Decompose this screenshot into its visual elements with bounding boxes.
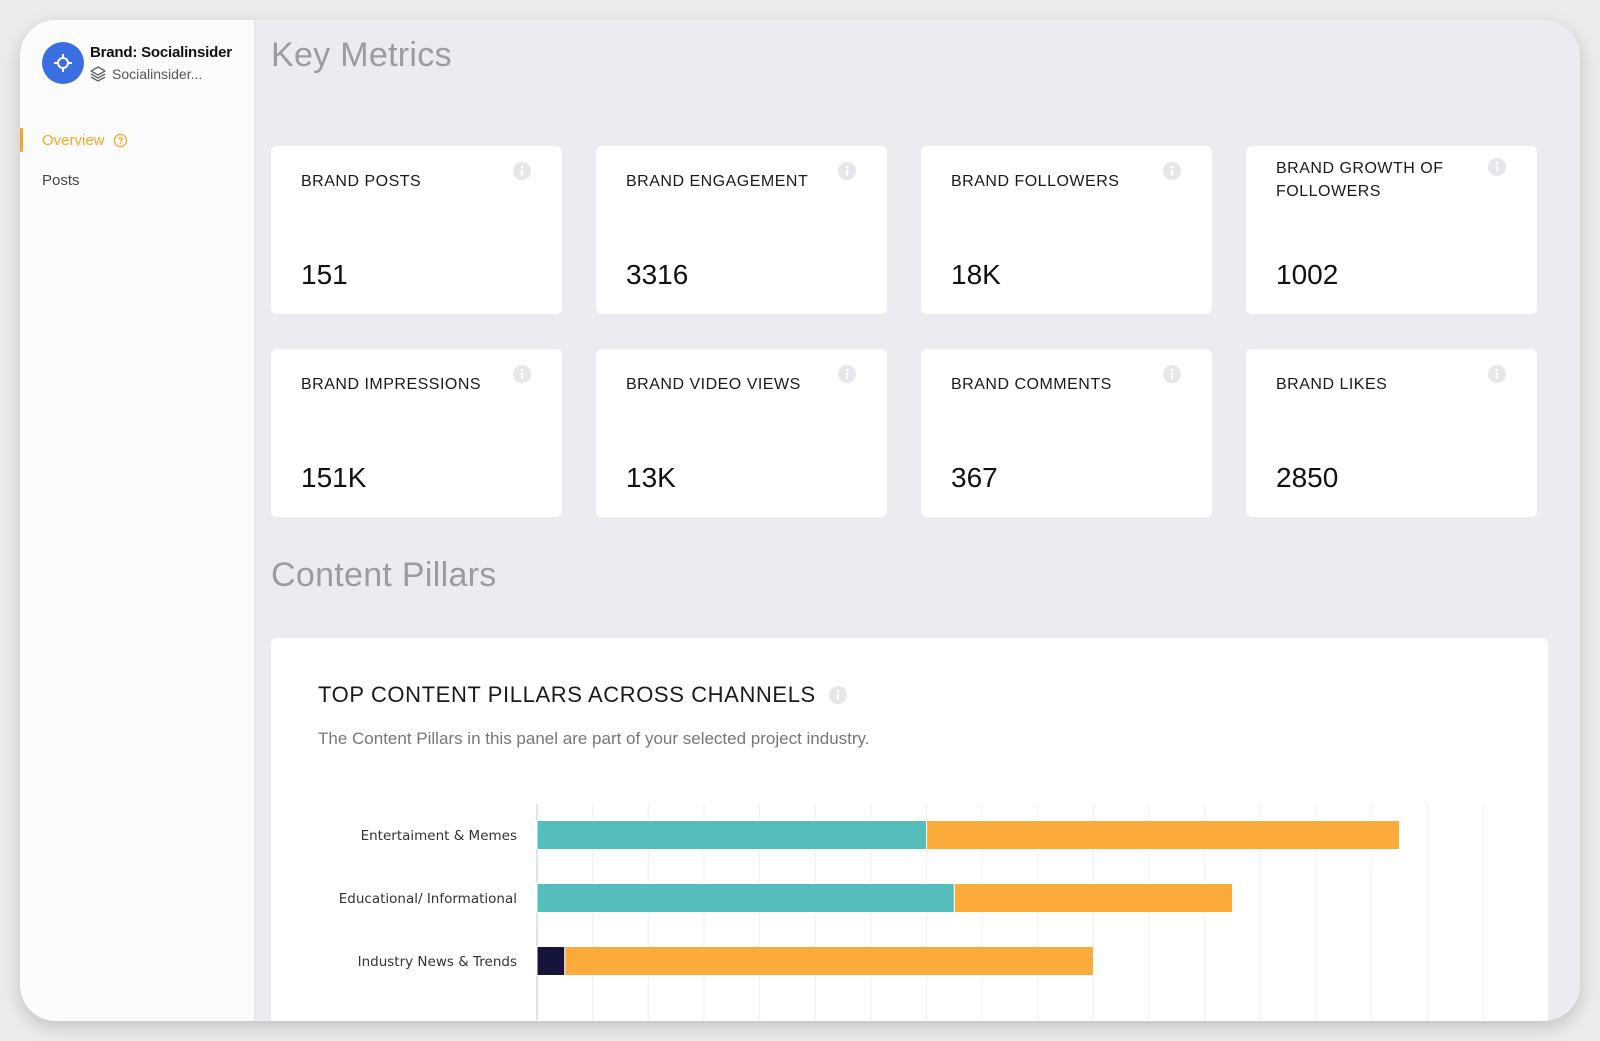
category-label: Industry News & Trends — [358, 954, 517, 970]
bar-segment-teal[interactable] — [536, 883, 955, 913]
metric-value: 151K — [301, 462, 367, 493]
metric-value: 367 — [951, 462, 998, 493]
metric-label: BRAND COMMENTS — [951, 376, 1112, 393]
metric-value: 3316 — [626, 259, 689, 290]
brand-avatar — [42, 42, 84, 84]
sidebar: Brand: Socialinsider Socialinsider... Ov… — [20, 20, 255, 1021]
section-title-content-pillars: Content Pillars — [271, 556, 497, 594]
info-icon[interactable] — [1162, 161, 1182, 186]
sidebar-item-overview[interactable]: Overview — [20, 120, 254, 160]
app-window: Brand: Socialinsider Socialinsider... Ov… — [20, 20, 1580, 1021]
metric-label: BRAND FOLLOWERS — [951, 173, 1120, 190]
metric-value: 18K — [951, 259, 1001, 290]
metric-value: 13K — [626, 462, 676, 493]
metric-value: 2850 — [1276, 462, 1339, 493]
brand-name: Brand: Socialinsider — [90, 44, 232, 61]
content-pillars-panel: TOP CONTENT PILLARS ACROSS CHANNELS The … — [271, 638, 1548, 1021]
brand-selector[interactable]: Brand: Socialinsider Socialinsider... — [42, 42, 232, 84]
panel-title: TOP CONTENT PILLARS ACROSS CHANNELS — [318, 682, 816, 707]
metric-card-growth-of-followers: BRAND GROWTH OF FOLLOWERS 1002 — [1246, 146, 1537, 314]
metric-card-followers: BRAND FOLLOWERS 18K — [921, 146, 1212, 314]
metric-card-likes: BRAND LIKES 2850 — [1246, 349, 1537, 517]
bar-segment-teal[interactable] — [536, 820, 928, 850]
metric-label: BRAND LIKES — [1276, 376, 1388, 393]
metric-card-engagement: BRAND ENGAGEMENT 3316 — [596, 146, 887, 314]
bar-segment-orange[interactable] — [926, 820, 1401, 850]
info-icon[interactable] — [512, 364, 532, 389]
info-icon[interactable] — [837, 161, 857, 186]
bar-segment-orange[interactable] — [953, 883, 1234, 913]
main-content: Key Metrics BRAND POSTS 151 BRAND ENGAGE… — [255, 20, 1580, 1021]
info-icon[interactable] — [1487, 157, 1507, 182]
sidebar-item-label: Overview — [42, 131, 105, 149]
section-title-key-metrics: Key Metrics — [271, 36, 452, 74]
sidebar-nav: Overview Posts — [20, 120, 254, 200]
metric-value: 1002 — [1276, 259, 1339, 290]
sidebar-item-label: Posts — [42, 171, 80, 189]
sidebar-item-posts[interactable]: Posts — [20, 160, 254, 200]
category-label: Entertaiment & Memes — [361, 828, 517, 844]
metric-value: 151 — [301, 259, 348, 290]
info-icon[interactable] — [1162, 364, 1182, 389]
bar-segment-dark[interactable] — [536, 946, 566, 976]
metric-card-video-views: BRAND VIDEO VIEWS 13K — [596, 349, 887, 517]
metric-label: BRAND ENGAGEMENT — [626, 173, 809, 190]
metric-card-impressions: BRAND IMPRESSIONS 151K — [271, 349, 562, 517]
bar-segment-orange[interactable] — [564, 946, 1094, 976]
info-icon[interactable] — [512, 161, 532, 186]
category-label: Educational/ Informational — [339, 891, 517, 907]
info-icon[interactable] — [837, 364, 857, 389]
metric-label: BRAND GROWTH OF FOLLOWERS — [1276, 160, 1444, 200]
content-pillars-chart: Entertaiment & Memes Educational/ Informa… — [339, 804, 1484, 1021]
crosshair-icon — [54, 54, 72, 72]
metric-label: BRAND POSTS — [301, 173, 422, 190]
info-icon[interactable] — [828, 685, 848, 705]
metric-card-comments: BRAND COMMENTS 367 — [921, 349, 1212, 517]
panel-subtitle: The Content Pillars in this panel are pa… — [318, 729, 870, 748]
metric-label: BRAND VIDEO VIEWS — [626, 376, 801, 393]
brand-project: Socialinsider... — [112, 66, 203, 82]
metric-card-posts: BRAND POSTS 151 — [271, 146, 562, 314]
layers-icon — [90, 66, 106, 82]
metric-label: BRAND IMPRESSIONS — [301, 376, 482, 393]
info-icon[interactable] — [1487, 364, 1507, 389]
help-circle-icon[interactable] — [113, 133, 128, 148]
